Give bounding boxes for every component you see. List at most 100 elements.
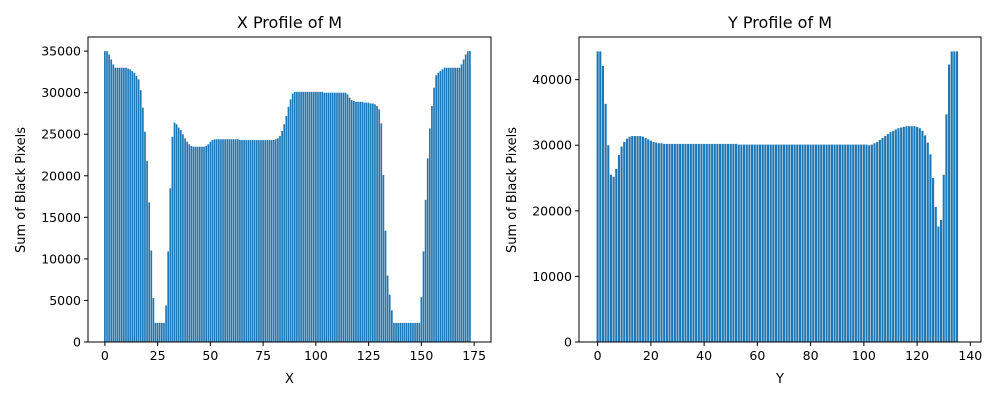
y-profile-bar — [697, 143, 700, 342]
x-profile-ytick-label: 15000 — [41, 210, 81, 225]
x-profile-bar — [340, 92, 343, 343]
y-profile-bar — [942, 174, 945, 342]
y-profile-bar — [825, 144, 828, 342]
x-profile-bar — [327, 92, 330, 343]
y-profile-xtick-label: 40 — [696, 348, 712, 363]
y-profile-bar — [857, 144, 860, 342]
y-profile-bar — [753, 144, 756, 342]
x-profile-bar — [384, 230, 387, 342]
x-profile-bar — [161, 322, 163, 342]
x-profile-bar — [186, 141, 189, 342]
y-profile-bar — [820, 144, 823, 342]
y-profile-bar — [950, 51, 953, 343]
x-profile-bar — [165, 305, 167, 342]
x-profile-bar — [283, 124, 286, 342]
y-profile-bar — [892, 130, 895, 342]
y-profile-bar — [940, 220, 943, 342]
y-profile-bar — [628, 136, 631, 342]
x-profile-bar — [462, 59, 465, 342]
x-profile-bar — [175, 124, 178, 342]
x-profile-bar — [154, 322, 157, 342]
x-profile-ylabel: Sum of Black Pixels — [14, 127, 29, 253]
x-profile-bar — [420, 297, 423, 342]
y-profile-bar — [881, 138, 884, 342]
y-profile-bar — [601, 65, 605, 343]
x-profile-bar — [213, 139, 216, 342]
x-profile-bar — [118, 67, 121, 342]
x-profile-bar — [251, 140, 254, 342]
y-profile-bar — [854, 144, 857, 342]
y-profile-bar — [721, 143, 724, 342]
x-profile-bar — [323, 92, 326, 343]
x-profile-xticks: 0 25 50 75 100 125 150 175 — [101, 342, 486, 363]
y-profile-bar — [889, 132, 892, 342]
y-profile-bar — [878, 139, 881, 342]
x-profile-bar — [222, 139, 224, 342]
x-profile-xlabel: X — [285, 372, 294, 387]
x-profile-xtick-label: 175 — [462, 348, 486, 363]
x-profile-bar — [241, 140, 243, 342]
x-profile-bar — [317, 91, 319, 342]
x-profile-xtick-label: 25 — [150, 348, 166, 363]
x-profile-bar — [325, 92, 328, 343]
x-profile-bar — [177, 127, 180, 342]
y-profile-bar — [689, 143, 692, 342]
x-profile-bar — [243, 140, 245, 342]
y-profile-bar — [745, 144, 748, 342]
x-profile-bar — [331, 92, 334, 343]
y-profile-bar — [719, 143, 722, 342]
y-profile-bar — [761, 144, 764, 342]
x-profile-bar — [393, 322, 395, 342]
x-profile-bar — [367, 102, 370, 343]
x-profile-bar — [302, 91, 305, 342]
x-profile-bar — [407, 322, 410, 342]
x-profile-bar — [359, 101, 362, 342]
y-profile-bar — [782, 144, 786, 342]
y-profile-bar — [708, 143, 711, 342]
x-profile-ytick-label: 20000 — [41, 168, 81, 183]
x-profile-bar — [142, 107, 144, 342]
x-profile-bar — [262, 140, 264, 342]
y-profile-bar — [737, 144, 740, 342]
x-profile-bar — [194, 146, 197, 342]
y-profile-bar — [711, 143, 714, 342]
y-profile-bar — [700, 143, 703, 342]
x-profile-bar — [426, 158, 429, 342]
x-profile-title: X Profile of M — [237, 13, 342, 32]
x-profile-bar — [346, 94, 349, 342]
x-profile-bar — [279, 135, 281, 342]
x-profile-bar — [211, 140, 214, 342]
x-profile-bar — [334, 92, 336, 343]
y-profile-ytick-label: 30000 — [532, 138, 572, 153]
y-profile-bar — [844, 144, 847, 342]
x-profile-bar — [365, 102, 368, 343]
y-profile-bar — [894, 129, 897, 342]
y-profile-bar — [796, 144, 799, 342]
y-profile-bar — [812, 144, 815, 342]
y-profile-xtick-label: 20 — [643, 348, 659, 363]
x-profile-bar — [443, 67, 446, 342]
y-profile-bars — [596, 51, 959, 343]
x-profile-bar — [452, 67, 454, 342]
x-profile-bar — [133, 72, 136, 343]
x-profile-bar — [376, 105, 378, 342]
x-profile-bar — [372, 103, 374, 343]
x-profile-bar — [428, 128, 431, 342]
x-profile-bar — [397, 322, 400, 342]
x-profile-bar — [245, 140, 248, 342]
x-profile-xtick-label: 75 — [255, 348, 271, 363]
x-profile-bar — [386, 275, 389, 342]
y-profile-bar — [774, 144, 778, 342]
y-profile-bar — [830, 144, 833, 342]
x-profile-bar — [382, 174, 385, 342]
y-profile-xtick-label: 60 — [749, 348, 765, 363]
y-profile-bar — [886, 134, 889, 342]
y-profile-bar — [766, 144, 770, 342]
y-profile-bar — [873, 143, 876, 342]
x-profile-bar — [395, 322, 397, 342]
y-profile-bar — [641, 136, 644, 342]
x-profile-bar — [469, 51, 471, 342]
x-profile-bar — [230, 139, 233, 342]
x-profile-bar — [192, 146, 195, 342]
